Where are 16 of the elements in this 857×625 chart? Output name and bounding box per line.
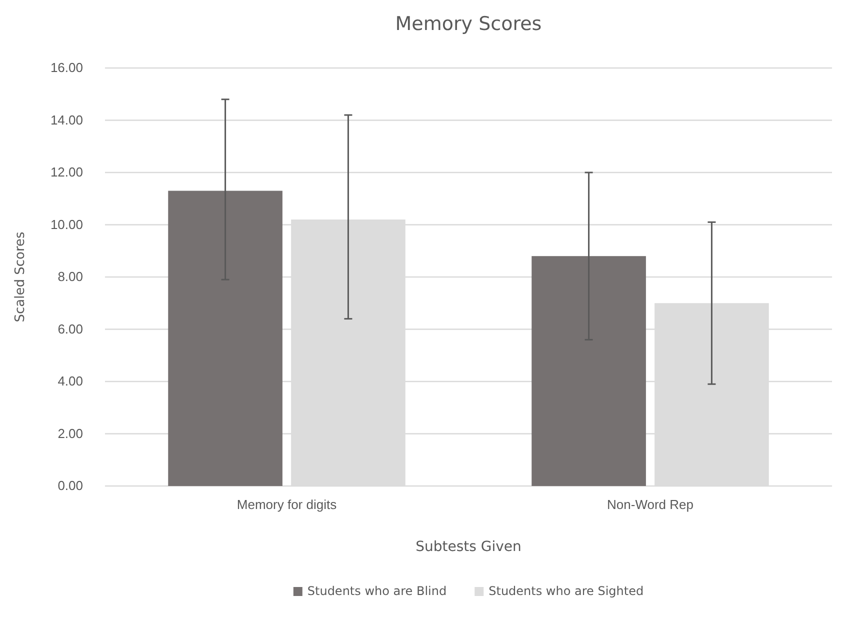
- y-tick-label: 4.00: [58, 374, 83, 389]
- y-tick-label: 8.00: [58, 269, 83, 284]
- x-axis-title: Subtests Given: [416, 539, 522, 555]
- y-tick-label: 16.00: [50, 60, 83, 76]
- x-tick-label: Memory for digits: [236, 497, 338, 512]
- x-tick-label: Non-Word Rep: [607, 497, 694, 512]
- chart-title: Memory Scores: [395, 13, 542, 35]
- y-tick-label: 12.00: [50, 164, 83, 180]
- legend-label: Students who are Blind: [307, 584, 447, 598]
- y-tick-label: 2.00: [58, 426, 83, 441]
- y-tick-label: 10.00: [50, 216, 83, 232]
- legend-label: Students who are Sighted: [488, 584, 644, 598]
- y-axis-title: Scaled Scores: [13, 232, 28, 322]
- y-tick-label: 14.00: [50, 112, 83, 128]
- y-tick-label: 6.00: [58, 321, 83, 336]
- y-tick-label: 0.00: [58, 478, 83, 494]
